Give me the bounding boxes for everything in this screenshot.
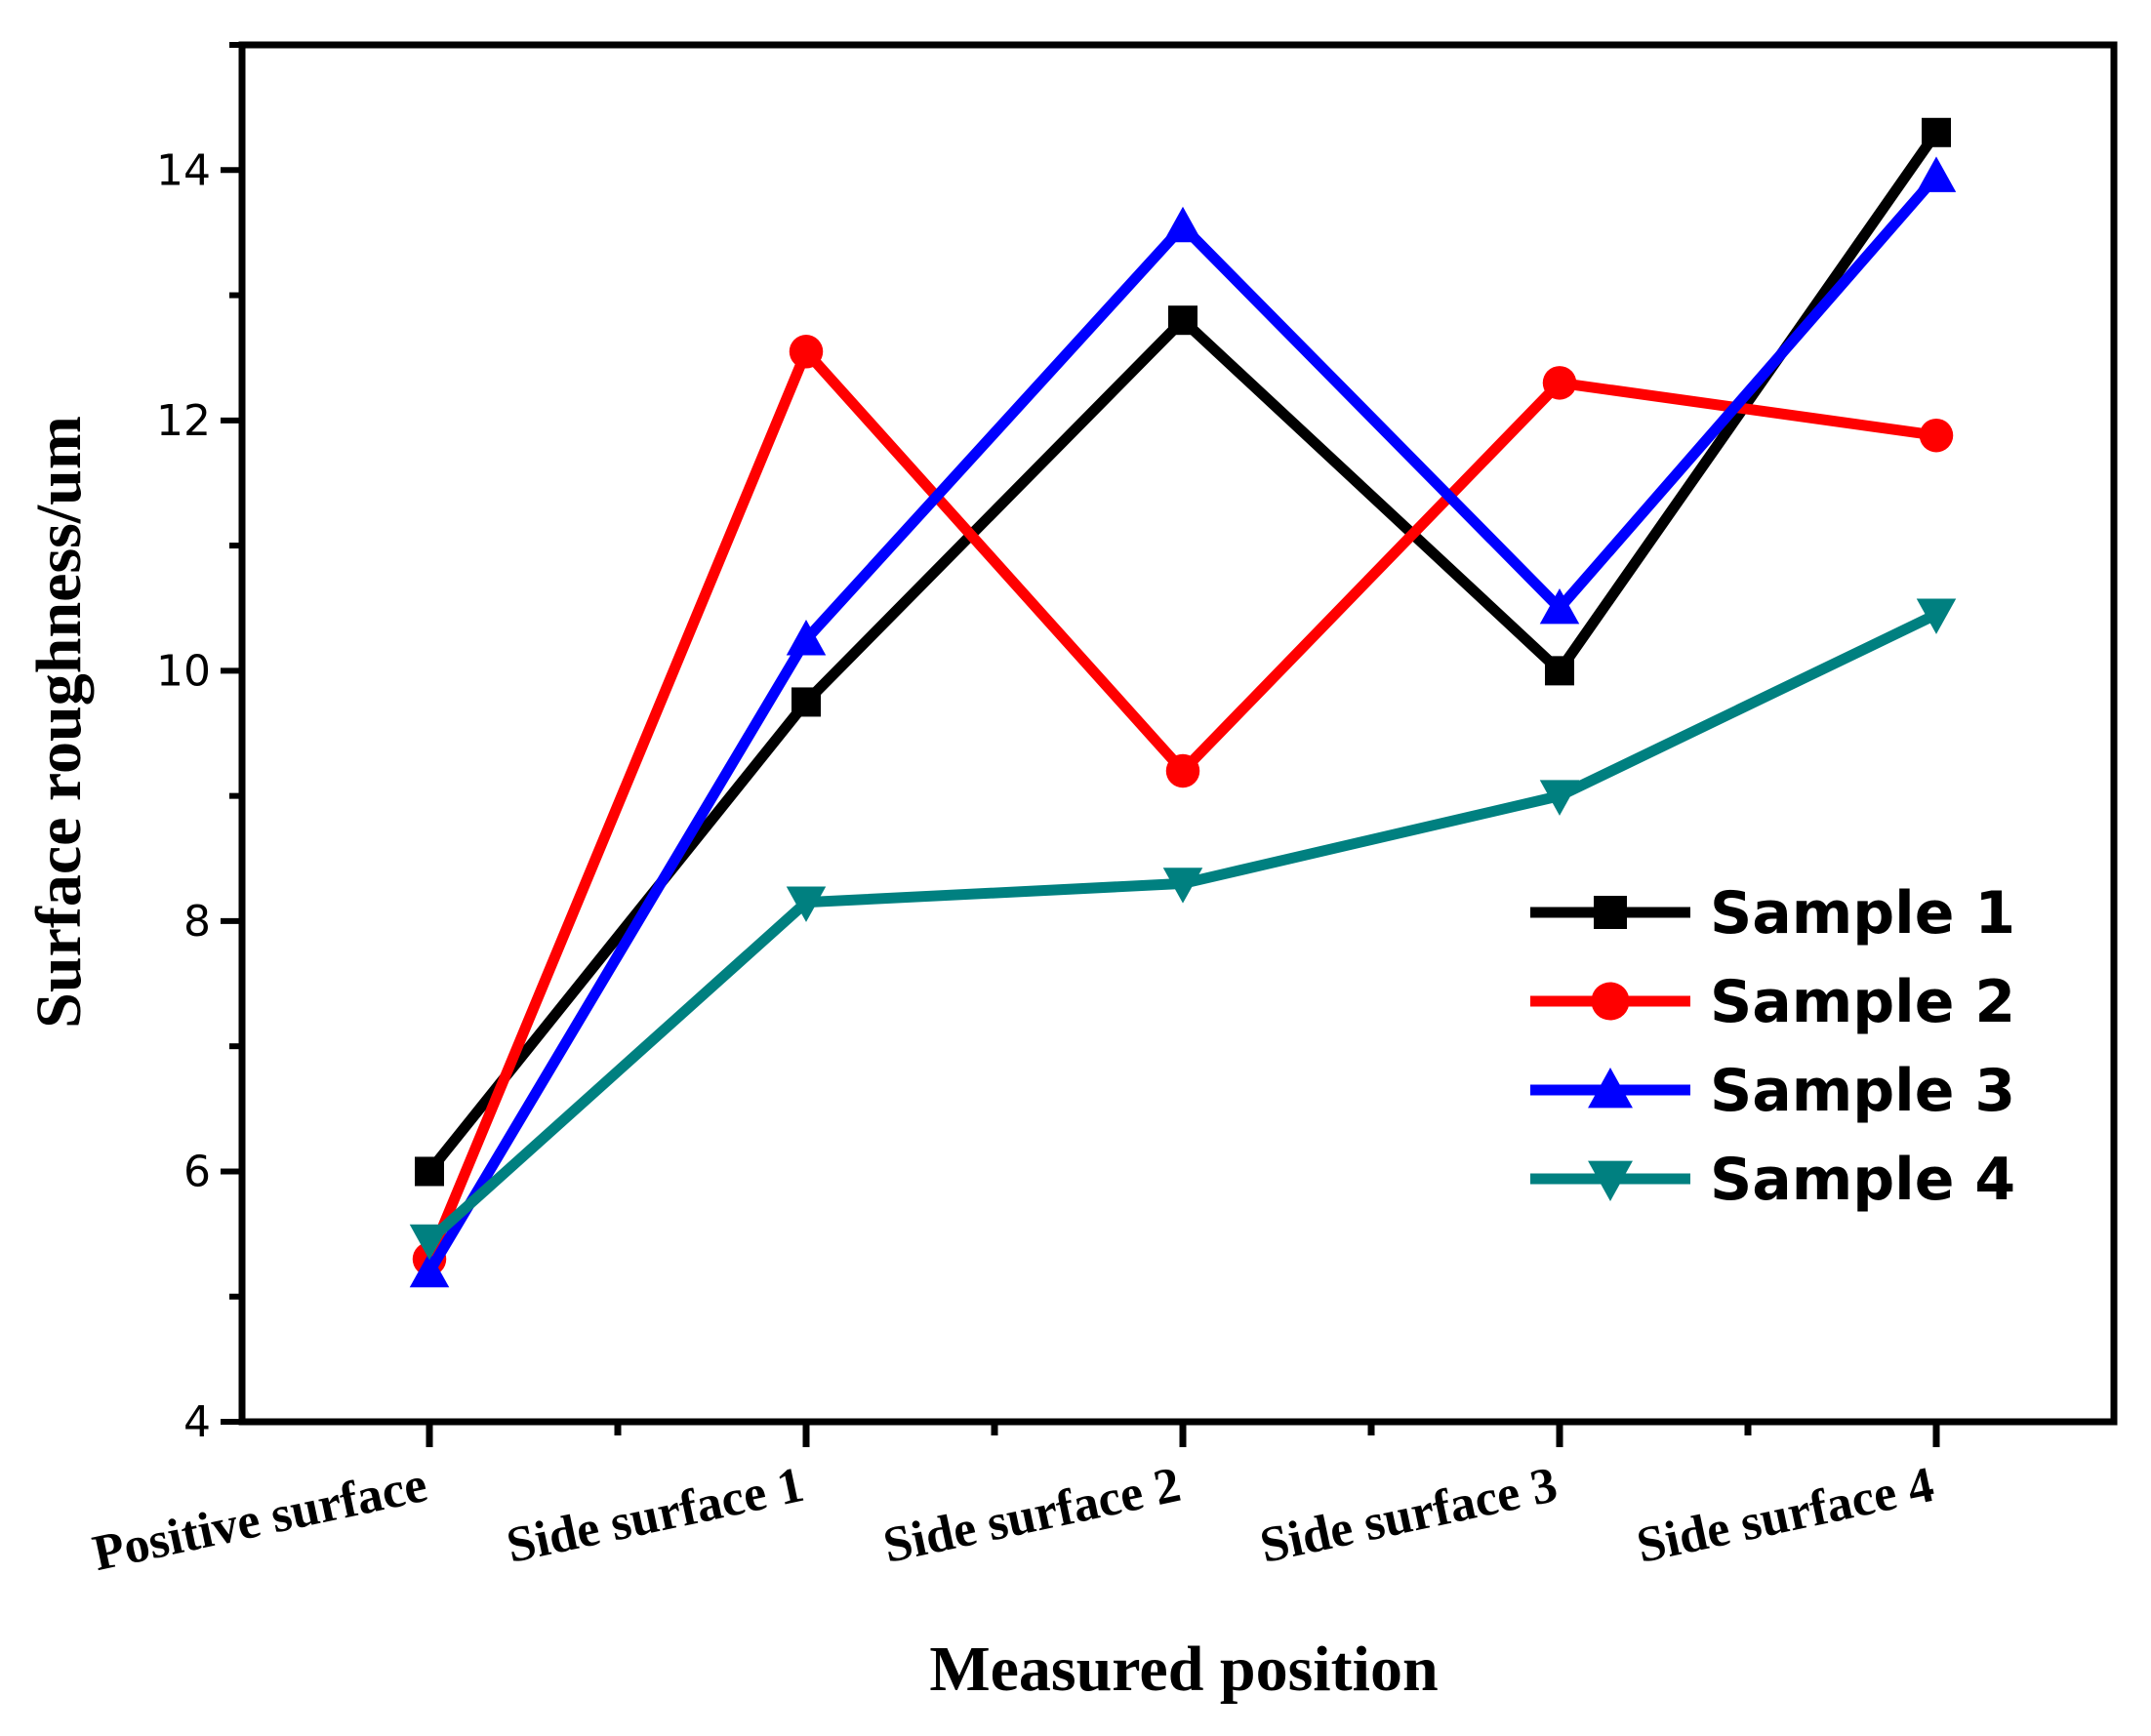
square-marker <box>1545 656 1574 686</box>
plot-frame <box>238 41 2118 1426</box>
triangle-down-marker <box>1162 868 1203 904</box>
y-tick-label: 14 <box>156 145 211 195</box>
circle-marker <box>1919 418 1954 453</box>
triangle-down-marker <box>1588 1160 1633 1201</box>
legend-label: Sample 3 <box>1710 1057 2015 1125</box>
circle-marker <box>1542 366 1577 400</box>
y-axis-title: Surface roughness/um <box>23 416 95 1029</box>
triangle-down-marker <box>1539 780 1580 816</box>
y-tick-label: 12 <box>156 396 211 446</box>
series-4 <box>409 598 1957 1261</box>
square-marker <box>415 1156 444 1187</box>
square-marker <box>1594 896 1627 929</box>
y-tick-label: 6 <box>183 1147 211 1196</box>
triangle-up-marker <box>409 1251 450 1288</box>
triangle-down-marker <box>1916 598 1957 634</box>
y-tick-label: 4 <box>183 1397 211 1447</box>
series-3 <box>409 156 1957 1288</box>
y-tick-label: 8 <box>183 897 211 947</box>
series-layer <box>409 117 1957 1288</box>
legend-item: Sample 4 <box>1530 1146 2015 1214</box>
x-axis-title: Measured position <box>929 1634 1438 1705</box>
triangle-up-marker <box>1588 1068 1633 1109</box>
circle-marker <box>789 335 824 369</box>
legend: Sample 1 Sample 2 Sample 3 Sample 4 <box>1530 879 2015 1214</box>
legend-item: Sample 3 <box>1530 1057 2015 1125</box>
triangle-down-marker <box>409 1224 450 1261</box>
legend-label: Sample 4 <box>1710 1146 2015 1214</box>
triangle-up-marker <box>1916 156 1957 192</box>
square-marker <box>1168 305 1197 336</box>
x-category-label: Side surface 4 <box>1632 1457 1938 1574</box>
x-category-label: Side surface 1 <box>502 1457 808 1574</box>
square-marker <box>1922 117 1951 147</box>
circle-marker <box>1591 982 1630 1021</box>
triangle-up-marker <box>1539 587 1580 625</box>
axes-layer: 4 6 8 10 12 14 Positive surface Side surface 1 S… <box>88 41 2118 1582</box>
circle-marker <box>1165 753 1200 788</box>
x-category-label: Side surface 3 <box>1255 1457 1562 1574</box>
x-category-label: Positive surface <box>88 1457 431 1582</box>
square-marker <box>791 687 821 717</box>
legend-item: Sample 2 <box>1530 968 2015 1036</box>
y-tick-label: 10 <box>156 646 211 696</box>
triangle-up-marker <box>786 620 827 656</box>
x-category-label: Side surface 2 <box>878 1457 1185 1574</box>
legend-label: Sample 1 <box>1710 879 2015 948</box>
legend-item: Sample 1 <box>1530 879 2015 948</box>
triangle-down-marker <box>786 886 827 922</box>
triangle-up-marker <box>1162 206 1203 243</box>
legend-label: Sample 2 <box>1710 968 2015 1036</box>
series-2 <box>412 335 1954 1276</box>
